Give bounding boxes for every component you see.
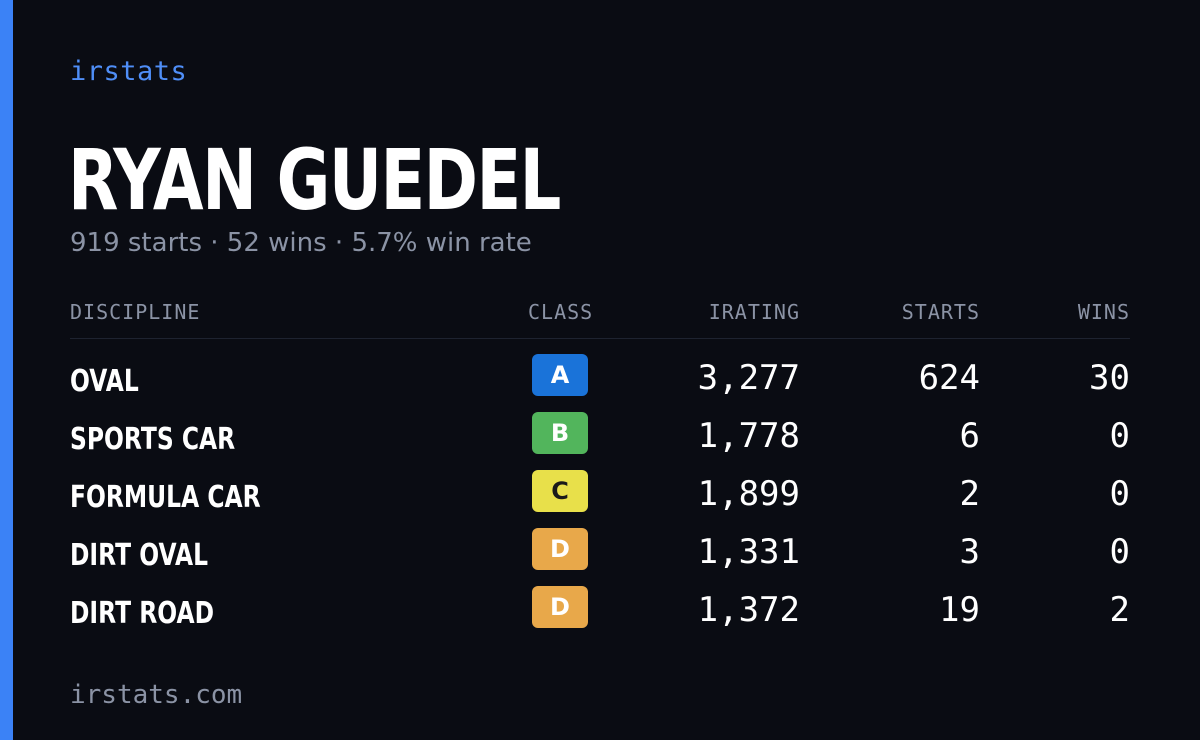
irating-value: 1,372 [697, 590, 800, 630]
irating-value: 1,778 [697, 416, 800, 456]
starts-value: 6 [959, 416, 980, 456]
header-discipline: DISCIPLINE [70, 300, 201, 324]
irating-value: 3,277 [697, 358, 800, 398]
wins-value: 30 [1089, 358, 1130, 398]
wins-value: 0 [1109, 474, 1130, 514]
wins-value: 0 [1109, 416, 1130, 456]
header-starts: STARTS [901, 300, 980, 324]
discipline-name: SPORTS CAR [70, 422, 236, 457]
footer-url: irstats.com [70, 680, 243, 710]
table-row: DIRT ROAD D 1,372 19 2 [70, 582, 1130, 640]
class-badge: D [532, 586, 588, 628]
wins-value: 0 [1109, 532, 1130, 572]
discipline-table: OVAL A 3,277 624 30 SPORTS CAR B 1,778 6… [70, 350, 1130, 640]
brand-logo-text: irstats [70, 56, 188, 87]
irating-value: 1,331 [697, 532, 800, 572]
class-badge: C [532, 470, 588, 512]
table-row: FORMULA CAR C 1,899 2 0 [70, 466, 1130, 524]
class-badge: B [532, 412, 588, 454]
table-row: OVAL A 3,277 624 30 [70, 350, 1130, 408]
table-header: DISCIPLINE CLASS IRATING STARTS WINS [70, 300, 1130, 339]
player-summary: 919 starts · 52 wins · 5.7% win rate [70, 228, 532, 258]
table-row: DIRT OVAL D 1,331 3 0 [70, 524, 1130, 582]
discipline-name: FORMULA CAR [70, 480, 261, 515]
discipline-name: OVAL [70, 364, 139, 399]
discipline-name: DIRT OVAL [70, 538, 209, 573]
accent-bar [0, 0, 13, 740]
starts-value: 19 [939, 590, 980, 630]
class-badge: D [532, 528, 588, 570]
starts-value: 2 [959, 474, 980, 514]
header-wins: WINS [1077, 300, 1130, 324]
discipline-name: DIRT ROAD [70, 596, 215, 631]
header-class: CLASS [528, 300, 594, 324]
irating-value: 1,899 [697, 474, 800, 514]
class-badge: A [532, 354, 588, 396]
wins-value: 2 [1109, 590, 1130, 630]
starts-value: 3 [959, 532, 980, 572]
starts-value: 624 [918, 358, 980, 398]
player-name: RYAN GUEDEL [68, 131, 561, 229]
header-irating: IRATING [708, 300, 800, 324]
table-row: SPORTS CAR B 1,778 6 0 [70, 408, 1130, 466]
